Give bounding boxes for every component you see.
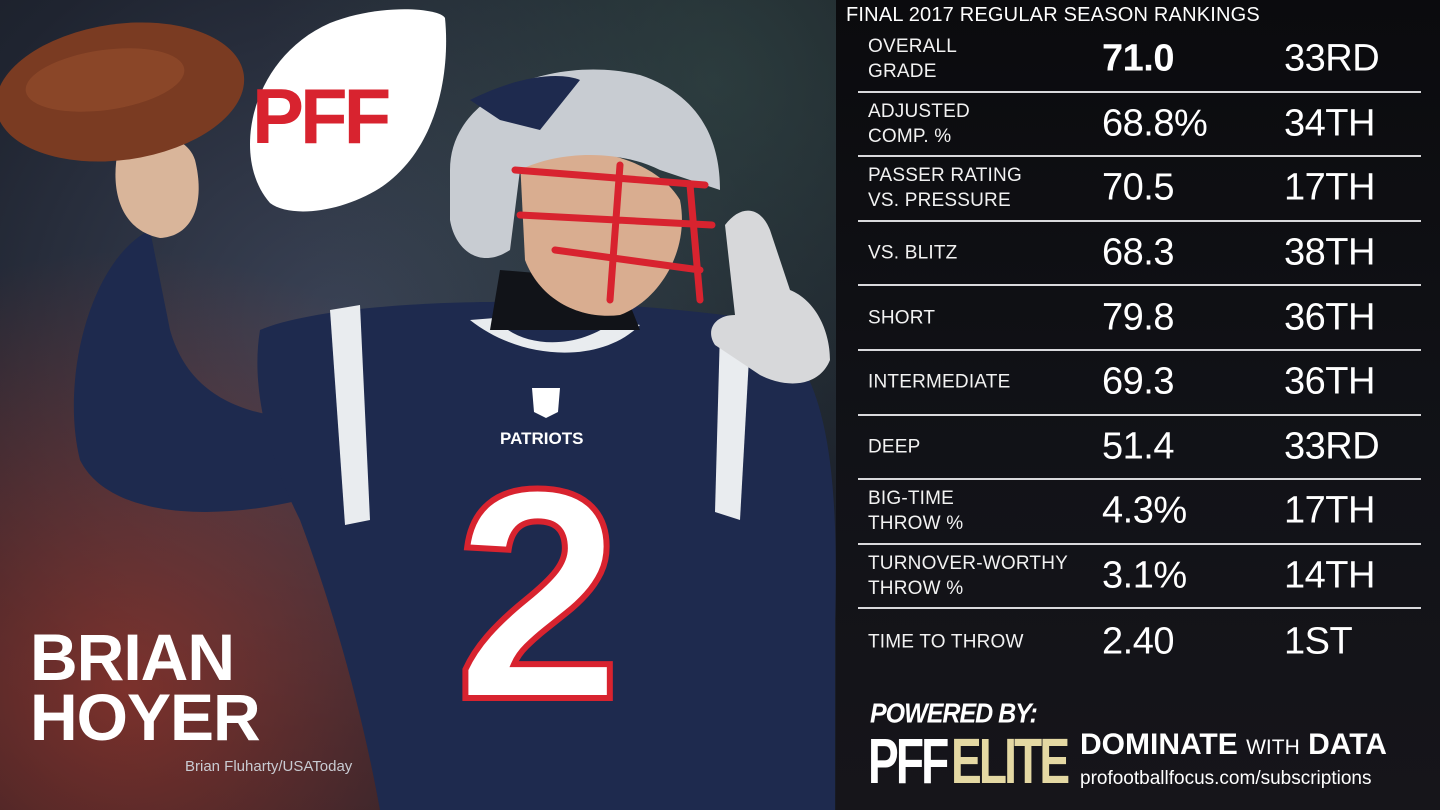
- stat-rank: 36TH: [1284, 296, 1375, 339]
- stat-grade: 68.8%: [1102, 102, 1208, 145]
- stat-grade: 4.3%: [1102, 489, 1187, 532]
- stat-row: SHORT 79.8 36TH: [858, 286, 1421, 351]
- stat-rank: 36TH: [1284, 360, 1375, 403]
- stat-grade: 2.40: [1102, 620, 1174, 663]
- stat-row: INTERMEDIATE 69.3 36TH: [858, 351, 1421, 416]
- stat-row: DEEP 51.4 33RD: [858, 416, 1421, 481]
- stat-label: ADJUSTED COMP. %: [868, 100, 970, 147]
- stat-label: TIME TO THROW: [868, 631, 1024, 653]
- stat-label: SHORT: [868, 307, 936, 329]
- jersey-wordmark: PATRIOTS: [500, 429, 583, 448]
- player-photo: PATRIOTS 2: [0, 22, 836, 810]
- player-last-name: HOYER: [30, 680, 261, 754]
- elite-logo-word: ELITE: [951, 725, 1070, 797]
- panel-title: FINAL 2017 REGULAR SEASON RANKINGS: [846, 4, 1260, 26]
- stat-row: BIG-TIME THROW % 4.3% 17TH: [858, 480, 1421, 545]
- player-hand: [115, 136, 199, 238]
- stat-label: INTERMEDIATE: [868, 371, 1011, 393]
- tagline-dominate: DOMINATE: [1080, 728, 1238, 761]
- stat-grade: 79.8: [1102, 296, 1174, 339]
- stat-rank: 1ST: [1284, 620, 1353, 663]
- player-face: [520, 150, 682, 316]
- stat-grade: 71.0: [1102, 37, 1174, 80]
- pff-elite-logo: PFF ELITE: [868, 728, 1113, 794]
- tagline-data: DATA: [1308, 728, 1387, 761]
- stat-rank: 17TH: [1284, 489, 1375, 532]
- stat-rank: 38TH: [1284, 231, 1375, 274]
- tagline: DOMINATE WITH DATA: [1080, 728, 1387, 762]
- stat-rank: 14TH: [1284, 554, 1375, 597]
- stat-row: TURNOVER-WORTHY THROW % 3.1% 14TH: [858, 545, 1421, 610]
- subscription-url[interactable]: profootballfocus.com/subscriptions: [1080, 768, 1372, 789]
- nfl-shield-icon: [532, 388, 560, 418]
- stats-table: OVERALL GRADE 71.0 33RD ADJUSTED COMP. %…: [858, 28, 1421, 674]
- stat-label: PASSER RATING VS. PRESSURE: [868, 165, 1022, 212]
- stat-label: TURNOVER-WORTHY THROW %: [868, 553, 1069, 600]
- stat-rank: 33RD: [1284, 425, 1380, 468]
- stat-rank: 33RD: [1284, 37, 1380, 80]
- stat-row: PASSER RATING VS. PRESSURE 70.5 17TH: [858, 157, 1421, 222]
- stat-row: VS. BLITZ 68.3 38TH: [858, 222, 1421, 287]
- facemask: [511, 161, 716, 304]
- stat-grade: 51.4: [1102, 425, 1174, 468]
- stat-row: TIME TO THROW 2.40 1ST: [858, 609, 1421, 674]
- player-glove: [711, 210, 830, 384]
- stats-panel: FINAL 2017 REGULAR SEASON RANKINGS OVERA…: [836, 0, 1440, 810]
- player-jersey: [257, 301, 836, 810]
- elite-logo-pff: PFF: [868, 725, 949, 797]
- photo-credit: Brian Fluharty/USAToday: [185, 758, 353, 775]
- jersey-number: 2: [455, 426, 622, 762]
- stat-row: OVERALL GRADE 71.0 33RD: [858, 28, 1421, 93]
- pff-logo: PFF: [250, 9, 447, 212]
- stat-rank: 17TH: [1284, 166, 1375, 209]
- stat-label: BIG-TIME THROW %: [868, 488, 964, 535]
- stat-grade: 70.5: [1102, 166, 1174, 209]
- tagline-with: WITH: [1246, 736, 1300, 759]
- player-arm-left: [73, 230, 330, 512]
- stat-label: OVERALL GRADE: [868, 36, 958, 83]
- stat-row: ADJUSTED COMP. % 68.8% 34TH: [858, 93, 1421, 158]
- stat-grade: 68.3: [1102, 231, 1174, 274]
- stat-grade: 3.1%: [1102, 554, 1187, 597]
- pff-logo-text: PFF: [252, 72, 389, 160]
- player-first-name: BRIAN: [30, 620, 235, 694]
- stat-label: DEEP: [868, 436, 921, 458]
- powered-by-label: POWERED BY:: [870, 698, 1038, 730]
- stat-rank: 34TH: [1284, 102, 1375, 145]
- stat-grade: 69.3: [1102, 360, 1174, 403]
- stat-label: VS. BLITZ: [868, 242, 958, 264]
